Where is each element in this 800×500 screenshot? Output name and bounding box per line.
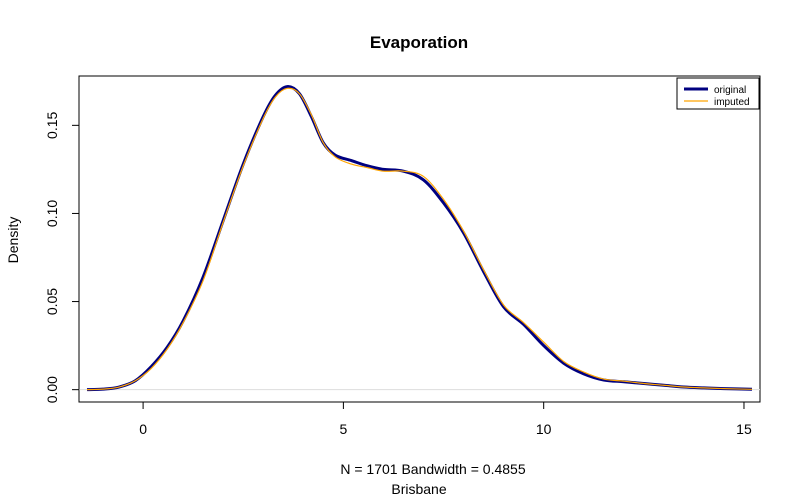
legend: original imputed: [676, 77, 760, 110]
chart-title: Evaporation: [370, 33, 468, 52]
y-tick-label: 0.05: [44, 288, 60, 315]
series-layer: [86, 85, 753, 392]
x-tick-label: 0: [139, 421, 147, 437]
x-tick-label: 10: [536, 421, 552, 437]
y-tick-label: 0.15: [44, 112, 60, 139]
y-tick-label: 0.00: [44, 376, 60, 403]
series-line-imputed: [86, 87, 753, 391]
x-axis: 0 5 10 15: [139, 401, 752, 437]
y-axis: 0.00 0.05 0.10 0.15: [44, 112, 80, 403]
legend-label-imputed: imputed: [714, 97, 750, 108]
x-axis-sublabel: Brisbane: [391, 481, 446, 497]
y-tick-label: 0.10: [44, 200, 60, 227]
legend-label-original: original: [714, 85, 746, 96]
y-axis-label: Density: [5, 217, 21, 264]
x-tick-label: 5: [339, 421, 347, 437]
x-tick-label: 15: [736, 421, 752, 437]
legend-box: [676, 77, 760, 110]
x-axis-label: N = 1701 Bandwidth = 0.4855: [340, 461, 525, 477]
